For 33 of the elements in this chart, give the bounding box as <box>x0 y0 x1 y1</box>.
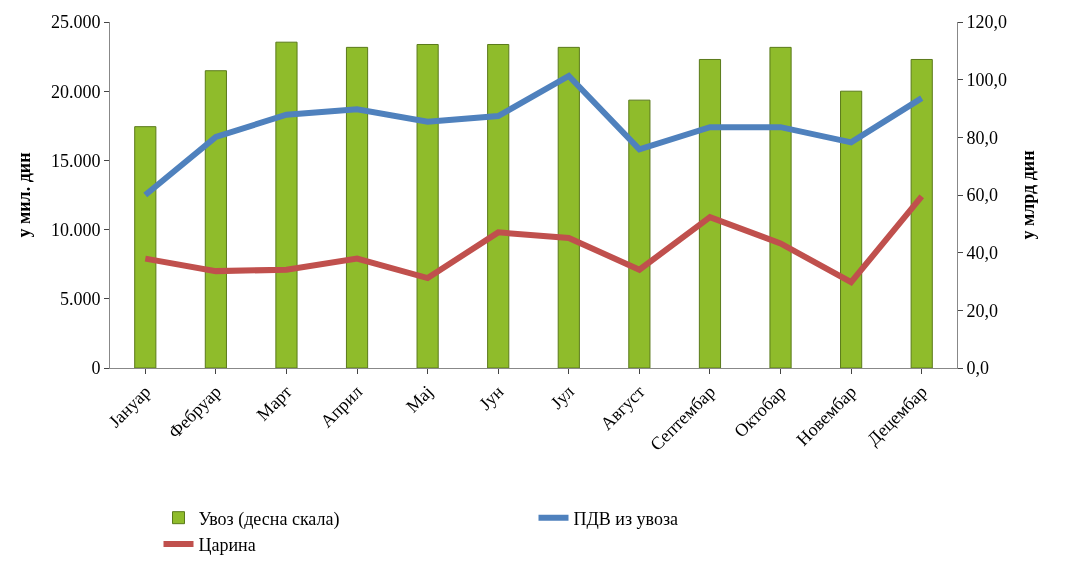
bar <box>557 46 580 368</box>
bar <box>769 46 792 368</box>
y-tick-label: 5.000 <box>59 289 101 310</box>
y2-tick-label: 80,0 <box>966 127 999 148</box>
y2-tick-label: 100,0 <box>966 69 1008 90</box>
bar <box>345 46 369 368</box>
legend-label: Увоз (десна скала) <box>198 508 340 530</box>
y2-axis-title: у млрд дин <box>1018 150 1039 240</box>
y2-tick-label: 120,0 <box>966 12 1008 33</box>
bar <box>910 58 933 368</box>
bar <box>487 43 510 368</box>
bar <box>275 41 298 368</box>
bar <box>698 58 722 368</box>
y-tick-label: 10.000 <box>50 219 101 240</box>
bar <box>840 90 863 368</box>
y2-tick-label: 20,0 <box>966 300 999 321</box>
y2-tick-label: 0,0 <box>966 358 990 379</box>
y-tick-label: 0 <box>91 358 101 379</box>
y-tick-label: 25.000 <box>50 12 101 33</box>
legend-label: ПДВ из увоза <box>573 508 679 529</box>
y2-tick-label: 40,0 <box>966 242 999 263</box>
legend-label: Царина <box>198 535 256 556</box>
bar <box>628 99 651 368</box>
x-tick-label: Мај <box>402 381 437 417</box>
x-tick-label: Јул <box>546 381 578 413</box>
bar <box>416 43 439 368</box>
bar <box>204 70 227 368</box>
y-tick-label: 15.000 <box>50 150 101 171</box>
y-tick-label: 20.000 <box>50 81 101 102</box>
y2-tick-label: 60,0 <box>966 185 999 206</box>
y-axis-title: у мил. дин <box>14 152 35 238</box>
bar <box>134 126 157 368</box>
x-tick-label: Јун <box>475 381 508 414</box>
